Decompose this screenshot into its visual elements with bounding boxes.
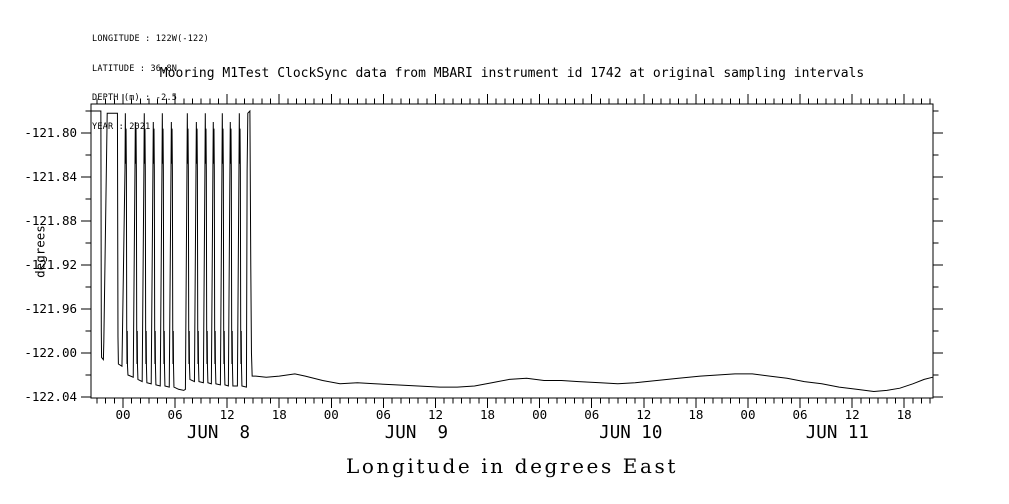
x-tick-label: 12 [845, 407, 860, 422]
y-tick-label: -121.80 [24, 125, 77, 140]
y-tick-label: -121.88 [24, 213, 77, 228]
x-tick-label: 18 [688, 407, 703, 422]
date-label: JUN 8 [187, 423, 250, 443]
x-tick-label: 06 [584, 407, 599, 422]
metadata-latitude: LATITUDE : 36.8N [92, 63, 178, 74]
y-tick-label: -121.84 [24, 169, 77, 184]
x-tick-label: 00 [532, 407, 547, 422]
x-axis-caption: Longitude in degrees East [345, 454, 679, 478]
date-label: JUN 9 [385, 423, 448, 443]
data-line [91, 109, 933, 393]
metadata-depth: DEPTH (m) : -2.5 [92, 92, 178, 103]
plot-title: Mooring M1Test ClockSync data from MBARI… [159, 66, 865, 81]
x-tick-label: 06 [168, 407, 183, 422]
x-tick-label: 00 [324, 407, 339, 422]
y-tick-label: -122.00 [24, 345, 77, 360]
y-tick-label: -122.04 [24, 389, 77, 404]
date-label: JUN 10 [599, 423, 662, 443]
x-tick-label: 18 [480, 407, 495, 422]
x-tick-label: 12 [636, 407, 651, 422]
x-tick-label: 00 [740, 407, 755, 422]
metadata-year: YEAR : 2021 [92, 121, 151, 132]
x-tick-label: 12 [428, 407, 443, 422]
x-tick-label: 06 [793, 407, 808, 422]
x-tick-label: 18 [897, 407, 912, 422]
x-tick-label: 18 [272, 407, 287, 422]
x-tick-label: 12 [220, 407, 235, 422]
date-label: JUN 11 [806, 423, 869, 443]
metadata-longitude: LONGITUDE : 122W(-122) [92, 34, 209, 45]
x-tick-label: 00 [115, 407, 130, 422]
plot-border [90, 103, 934, 399]
y-tick-label: -121.92 [24, 257, 77, 272]
metadata-block: LONGITUDE : 122W(-122) LATITUDE : 36.8N … [92, 16, 209, 142]
x-tick-label: 06 [376, 407, 391, 422]
y-tick-label: -121.96 [24, 301, 77, 316]
